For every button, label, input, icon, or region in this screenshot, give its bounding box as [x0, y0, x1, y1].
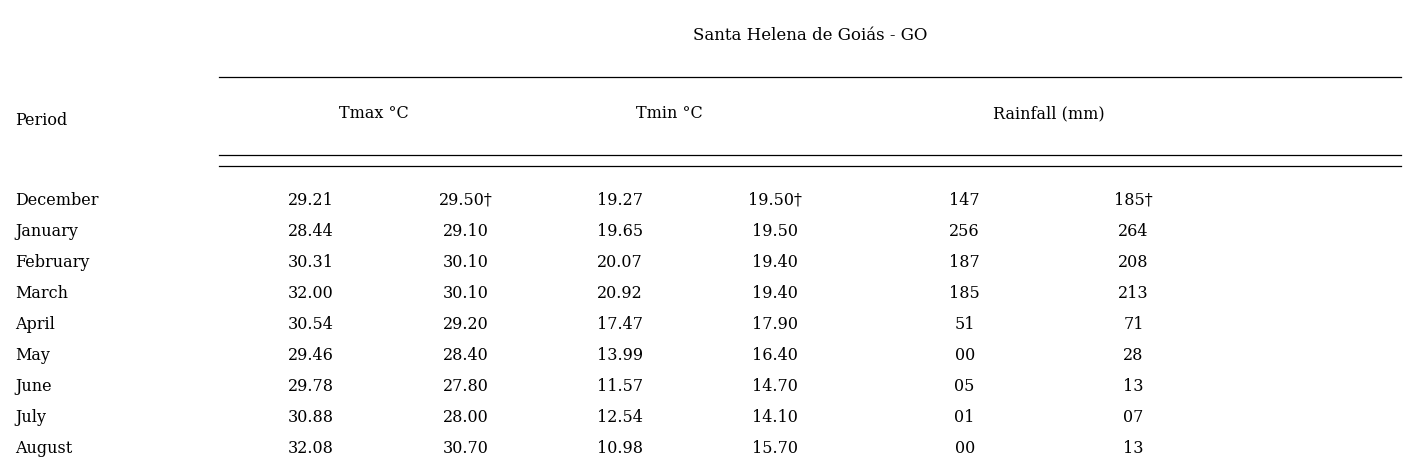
Text: 19.40: 19.40 [752, 285, 797, 302]
Text: 15.70: 15.70 [752, 440, 797, 457]
Text: 19.27: 19.27 [597, 192, 643, 209]
Text: 185†: 185† [1115, 192, 1153, 209]
Text: 20.07: 20.07 [597, 254, 643, 271]
Text: 19.50: 19.50 [752, 223, 797, 240]
Text: 28.00: 28.00 [442, 409, 489, 426]
Text: Rainfall (mm): Rainfall (mm) [993, 105, 1105, 122]
Text: 29.21: 29.21 [287, 192, 334, 209]
Text: Period: Period [15, 112, 68, 129]
Text: 29.50†: 29.50† [438, 192, 492, 209]
Text: 264: 264 [1119, 223, 1148, 240]
Text: 07: 07 [1123, 409, 1144, 426]
Text: 30.10: 30.10 [442, 285, 489, 302]
Text: Tmax °C: Tmax °C [340, 105, 409, 122]
Text: 32.00: 32.00 [287, 285, 334, 302]
Text: 14.10: 14.10 [752, 409, 797, 426]
Text: August: August [15, 440, 73, 457]
Text: 11.57: 11.57 [597, 378, 643, 395]
Text: 19.50†: 19.50† [748, 192, 802, 209]
Text: 20.92: 20.92 [597, 285, 643, 302]
Text: 29.10: 29.10 [442, 223, 489, 240]
Text: 17.90: 17.90 [752, 316, 797, 333]
Text: 29.20: 29.20 [442, 316, 489, 333]
Text: 185: 185 [950, 285, 981, 302]
Text: 14.70: 14.70 [752, 378, 797, 395]
Text: Santa Helena de Goiás - GO: Santa Helena de Goiás - GO [693, 27, 927, 44]
Text: 13: 13 [1123, 378, 1144, 395]
Text: 17.47: 17.47 [597, 316, 643, 333]
Text: 28.40: 28.40 [442, 347, 489, 364]
Text: Tmin °C: Tmin °C [635, 105, 703, 122]
Text: July: July [15, 409, 46, 426]
Text: 13: 13 [1123, 440, 1144, 457]
Text: 19.65: 19.65 [597, 223, 643, 240]
Text: 30.88: 30.88 [287, 409, 334, 426]
Text: 208: 208 [1119, 254, 1148, 271]
Text: 213: 213 [1119, 285, 1148, 302]
Text: 30.10: 30.10 [442, 254, 489, 271]
Text: 16.40: 16.40 [752, 347, 797, 364]
Text: 12.54: 12.54 [597, 409, 643, 426]
Text: 19.40: 19.40 [752, 254, 797, 271]
Text: February: February [15, 254, 90, 271]
Text: April: April [15, 316, 55, 333]
Text: 29.78: 29.78 [287, 378, 334, 395]
Text: January: January [15, 223, 79, 240]
Text: 13.99: 13.99 [597, 347, 643, 364]
Text: 00: 00 [954, 440, 975, 457]
Text: 01: 01 [954, 409, 975, 426]
Text: 29.46: 29.46 [287, 347, 334, 364]
Text: 10.98: 10.98 [597, 440, 643, 457]
Text: 27.80: 27.80 [442, 378, 489, 395]
Text: 32.08: 32.08 [287, 440, 334, 457]
Text: 187: 187 [950, 254, 981, 271]
Text: 147: 147 [950, 192, 981, 209]
Text: 30.31: 30.31 [287, 254, 334, 271]
Text: 00: 00 [954, 347, 975, 364]
Text: 28.44: 28.44 [287, 223, 334, 240]
Text: 51: 51 [954, 316, 975, 333]
Text: 05: 05 [954, 378, 975, 395]
Text: 28: 28 [1123, 347, 1144, 364]
Text: March: March [15, 285, 69, 302]
Text: December: December [15, 192, 99, 209]
Text: 30.54: 30.54 [287, 316, 334, 333]
Text: 30.70: 30.70 [442, 440, 489, 457]
Text: 71: 71 [1123, 316, 1144, 333]
Text: June: June [15, 378, 52, 395]
Text: May: May [15, 347, 51, 364]
Text: 256: 256 [950, 223, 981, 240]
